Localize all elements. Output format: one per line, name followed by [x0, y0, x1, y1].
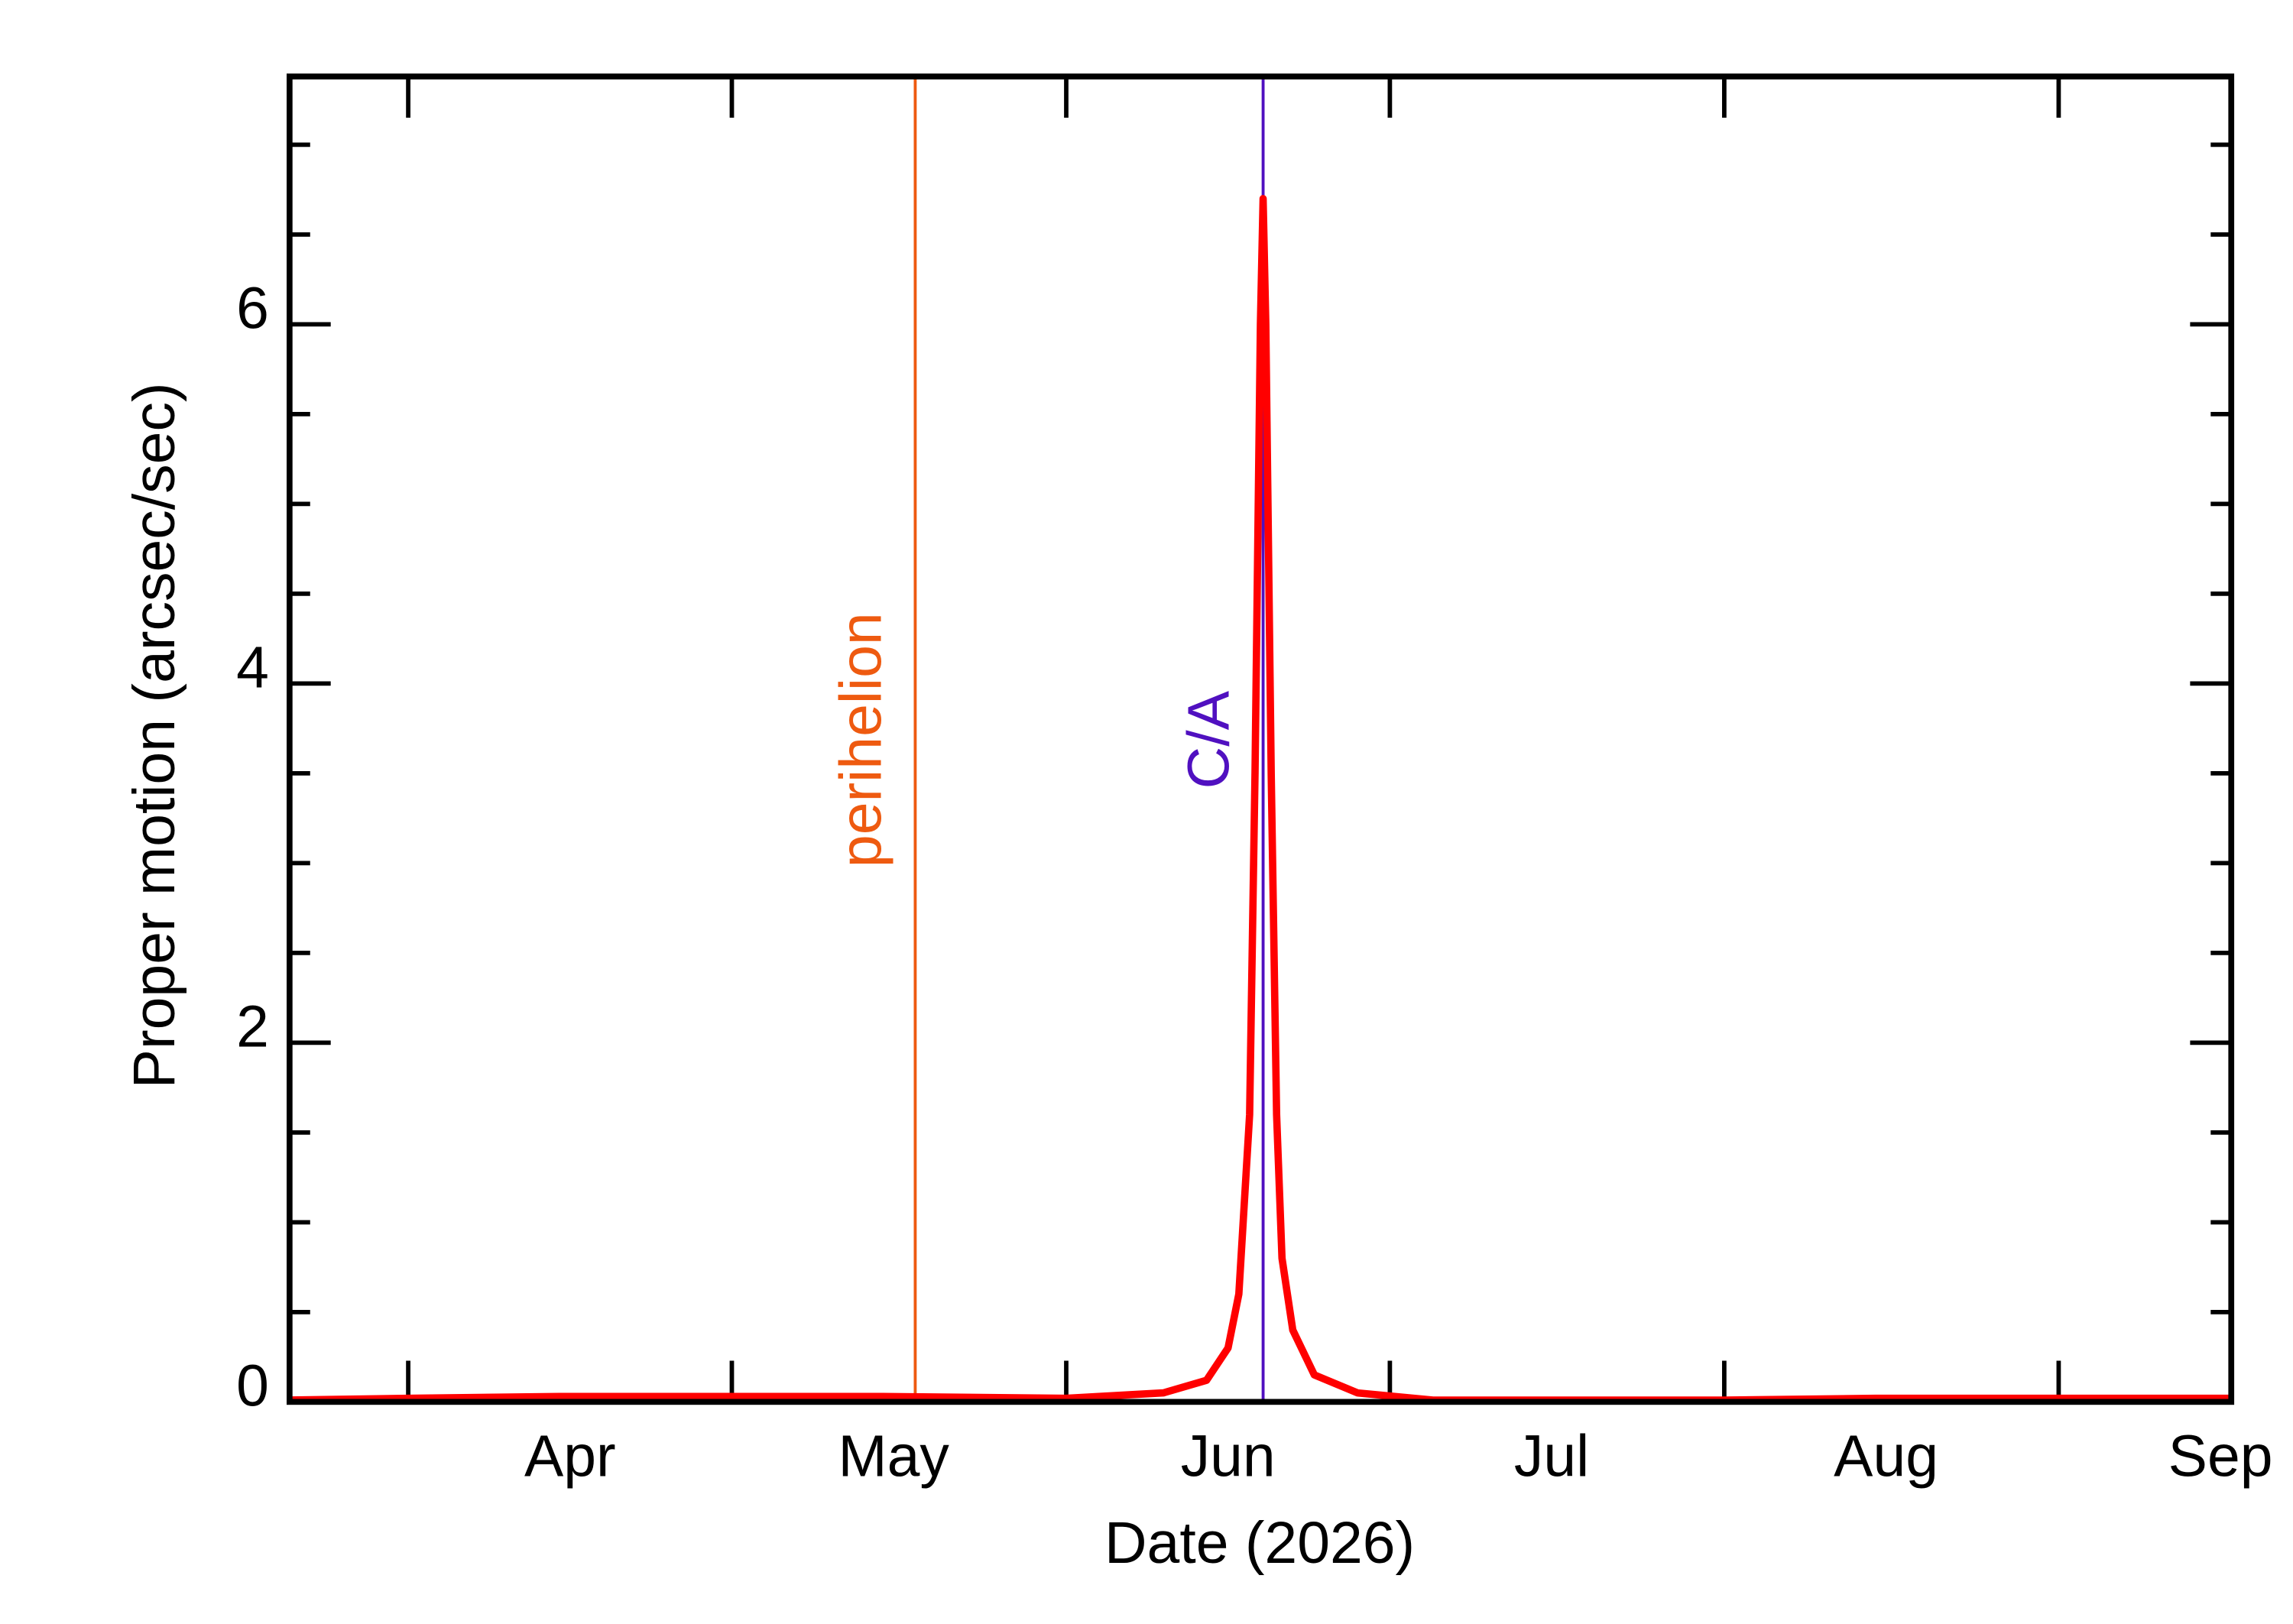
x-tick-label: Jul: [1514, 1424, 1589, 1489]
event-label: C/A: [1176, 690, 1242, 789]
x-axis-label: Date (2026): [1104, 1510, 1415, 1576]
y-tick-label: 4: [236, 634, 269, 700]
plot-area: [289, 195, 2232, 1402]
x-tick-label: Aug: [1834, 1424, 1938, 1489]
event-label: perihelion: [828, 612, 894, 867]
x-tick-label: Apr: [524, 1424, 616, 1489]
x-tick-label: Jun: [1181, 1424, 1276, 1489]
y-tick-label: 6: [236, 275, 269, 341]
y-tick-label: 0: [236, 1353, 269, 1418]
line-series: [289, 195, 2232, 1402]
plot-frame: [287, 73, 2235, 1405]
y-tick-label: 2: [236, 994, 269, 1059]
y-axis-label: Proper motion (arcsec/sec): [122, 382, 187, 1088]
x-tick-label: May: [838, 1424, 950, 1489]
x-tick-label: Sep: [2168, 1424, 2273, 1489]
